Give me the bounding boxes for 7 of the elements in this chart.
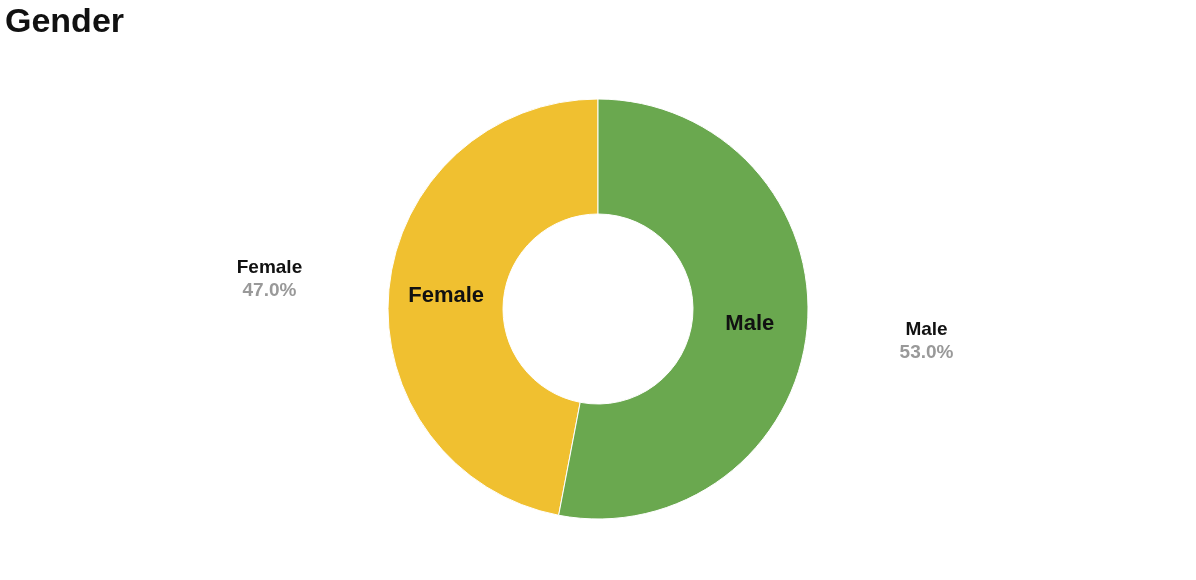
data-label: 53.0% (899, 341, 954, 363)
data-label: 47.0% (242, 278, 297, 300)
slice-label: Male (905, 318, 948, 340)
slice-label: Female (408, 281, 485, 307)
slice-label: Male (725, 310, 775, 336)
slice-label: Female (236, 255, 303, 277)
chart-title: Gender (5, 1, 125, 39)
